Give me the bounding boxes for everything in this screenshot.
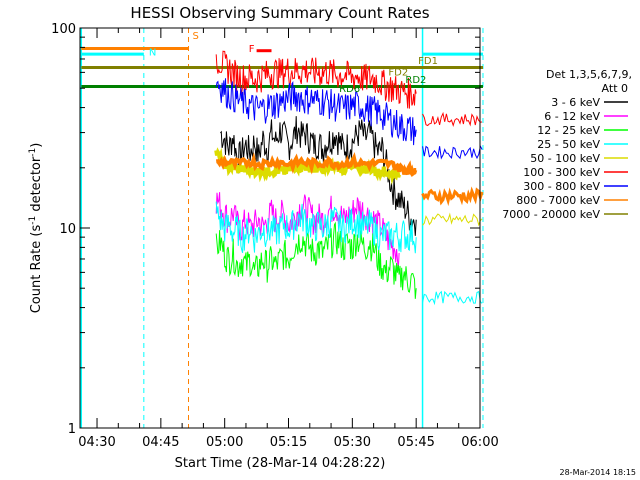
series-7 xyxy=(215,152,418,177)
annotation-4: FD2 xyxy=(388,67,408,78)
x-tick-label-4: 05:30 xyxy=(334,435,371,450)
legend-label-6: 300 - 800 keV xyxy=(523,180,600,193)
annotation-0: S xyxy=(193,31,199,42)
legend-label-7: 800 - 7000 keV xyxy=(516,194,600,207)
series-2 xyxy=(215,221,417,299)
series-tail-7 xyxy=(421,186,484,207)
date-footer: 28-Mar-2014 18:15 xyxy=(560,468,637,477)
series-3 xyxy=(215,201,417,254)
x-tick-label-5: 05:45 xyxy=(397,435,434,450)
legend-label-0: 3 - 6 keV xyxy=(551,96,600,109)
axes: 1 10 100 04:30 04:45 05:00 05:15 05:30 05:45 06:0… xyxy=(51,22,499,450)
annotation-2: F xyxy=(249,44,255,55)
annotation-6: RD6 xyxy=(339,84,360,95)
legend-label-4: 50 - 100 keV xyxy=(530,152,600,165)
series-tail-3 xyxy=(422,290,483,306)
x-tick-label-6: 06:00 xyxy=(461,435,498,450)
x-axis-label: Start Time (28-Mar-14 04:28:22) xyxy=(175,456,386,471)
y-axis-label-mid: detector xyxy=(29,156,44,216)
legend-label-3: 25 - 50 keV xyxy=(537,138,600,151)
legend-label-1: 6 - 12 keV xyxy=(544,110,600,123)
series-tail-4 xyxy=(422,212,483,227)
legend-label-2: 12 - 25 keV xyxy=(537,124,600,137)
x-tick-label-2: 05:00 xyxy=(206,435,243,450)
x-tick-label-1: 04:45 xyxy=(142,435,179,450)
series-5 xyxy=(215,50,417,109)
annotation-1: N xyxy=(149,47,156,58)
series-line-2 xyxy=(215,221,417,299)
series-tail-6 xyxy=(422,144,483,160)
y-tick-label-2: 100 xyxy=(51,22,76,37)
x-tick-label-3: 05:15 xyxy=(270,435,307,450)
chart-title: HESSI Observing Summary Count Rates xyxy=(130,4,429,22)
x-tick-label-0: 04:30 xyxy=(78,435,115,450)
series-line-3 xyxy=(215,201,417,254)
y-axis-label-end: ) xyxy=(29,143,44,148)
series-line-7 xyxy=(215,152,418,177)
series-line-5 xyxy=(215,50,417,109)
legend-label-5: 100 - 300 keV xyxy=(523,166,600,179)
annotation-5: RD2 xyxy=(405,75,426,86)
annotation-3: FD1 xyxy=(418,56,438,67)
y-axis-label-exp1: -1 xyxy=(28,216,38,225)
series-line-6 xyxy=(215,78,417,146)
legend-header-2: Att 0 xyxy=(602,82,628,95)
series-6 xyxy=(215,78,417,146)
y-axis-label-exp2: -1 xyxy=(28,148,38,157)
y-tick-label-1: 10 xyxy=(59,222,76,237)
legend-label-8: 7000 - 20000 keV xyxy=(502,208,600,221)
y-tick-label-0: 1 xyxy=(68,422,76,437)
y-axis-label: Count Rate (s-1 detector-1) xyxy=(28,143,44,314)
legend-header-1: Det 1,3,5,6,7,9, xyxy=(546,68,632,81)
series-tail-5 xyxy=(422,111,483,128)
y-axis-label-main: Count Rate (s xyxy=(29,225,44,314)
